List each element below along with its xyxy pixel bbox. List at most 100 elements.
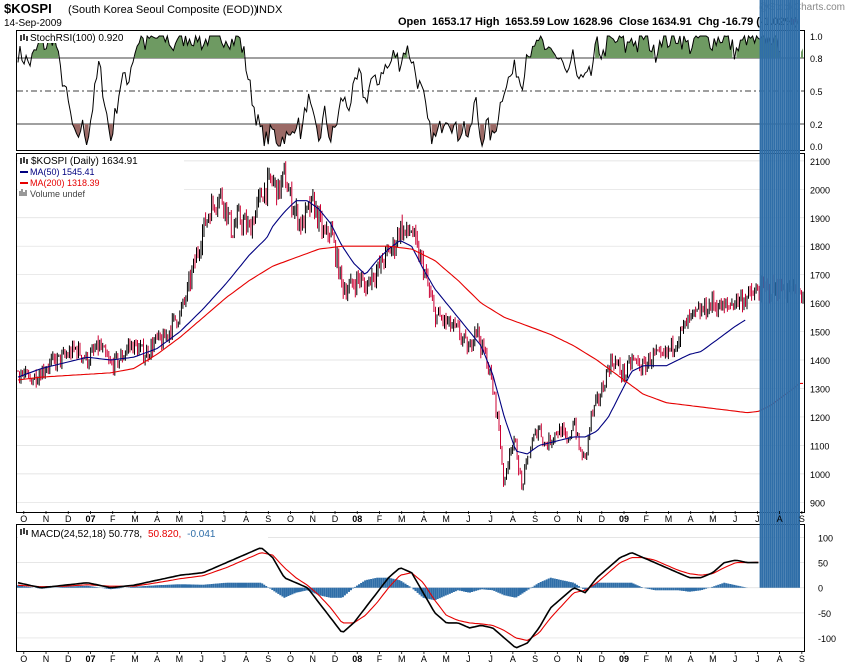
x-tick-label: A [421,654,427,664]
x-tick-label: N [576,514,583,524]
price-tick-label: 1300 [810,384,830,394]
x-tick-label: J [466,654,471,664]
x-tick-label: A [243,514,249,524]
x-tick-label: M [709,654,717,664]
x-tick-label: O [554,654,561,664]
x-tick-label: O [554,514,561,524]
x-tick-label: J [199,654,204,664]
x-tick-label: A [510,654,516,664]
macd-signal-value: 50.820, [148,529,181,540]
x-tick-label: S [265,654,271,664]
open-label: Open [398,16,426,28]
stoch-oversold-fill [449,124,454,134]
x-tick-label: N [43,654,50,664]
stoch-tick-label: 0.0 [810,142,823,152]
price-panel [16,153,805,513]
exchange: INDX [256,4,283,16]
x-tick-label: M [665,514,673,524]
price-tick-label: 1400 [810,356,830,366]
x-tick-label: J [222,654,227,664]
x-tick-label: A [510,514,516,524]
x-tick-label: S [532,654,538,664]
x-tick-label: M [131,654,139,664]
price-tick-label: 1600 [810,299,830,309]
macd-title: MACD(24,52,18) 50.778, 50.820, -0.041 [18,526,268,540]
x-tick-label: F [377,514,383,524]
x-tick-label: M [442,654,450,664]
x-tick-label: F [643,514,649,524]
x-tick-label: N [43,514,50,524]
chart-date: 14-Sep-2009 [4,18,62,29]
price-tick-label: 1800 [810,242,830,252]
price-legend: $KOSPI (Daily) 1634.91 MA(50) 1545.41 MA… [18,155,184,199]
x-tick-label: A [688,654,694,664]
ma200-line [17,245,803,414]
ohlc-readout: Open 1653.17 High 1653.59 Low 1628.96 Cl… [398,16,799,28]
x-tick-label: D [332,514,339,524]
x-tick-label: D [599,514,606,524]
x-tick-label: J [733,654,738,664]
stoch-overbought-fill [135,36,245,58]
x-tick-label: J [488,654,493,664]
x-tick-label: M [176,514,184,524]
macd-hist-value: -0.041 [187,529,216,540]
stoch-tick-label: 0.2 [810,120,823,130]
x-tick-label: A [688,514,694,524]
stochrsi-title-text: StochRSI(100) 0.920 [30,33,124,44]
x-tick-label: 07 [85,514,95,524]
symbol-description: (South Korea Seoul Composite (EOD)) [68,4,258,16]
close-label: Close [619,16,649,28]
x-tick-label: J [466,514,471,524]
x-tick-label: A [777,514,783,524]
x-tick-label: J [222,514,227,524]
close-value: 1634.91 [652,16,692,28]
price-tick-label: 1000 [810,470,830,480]
chg-label: Chg [698,16,719,28]
stoch-tick-label: 1.0 [810,32,823,42]
x-tick-label: M [442,514,450,524]
price-tick-label: 1700 [810,271,830,281]
macd-tick-label: -50 [818,609,831,619]
ma200-legend: MA(200) 1318.39 [30,178,100,188]
price-tick-label: 1200 [810,413,830,423]
stoch-overbought-fill [526,36,555,58]
stoch-overbought-fill [603,36,654,58]
high-label: High [475,16,500,28]
x-tick-label: 08 [352,514,362,524]
x-tick-label: M [398,514,406,524]
price-tick-label: 1500 [810,328,830,338]
x-tick-label: 07 [85,654,95,664]
x-tick-label: S [532,514,538,524]
x-tick-label: N [576,654,583,664]
x-tick-label: F [377,654,383,664]
x-tick-label: 08 [352,654,362,664]
stoch-oversold-fill [316,124,321,141]
price-tick-label: 1900 [810,214,830,224]
x-tick-label: 09 [619,654,629,664]
x-tick-label: O [287,654,294,664]
low-label: Low [547,16,569,28]
price-tick-label: 900 [810,498,825,508]
x-tick-label: F [643,654,649,664]
stoch-overbought-fill [800,48,803,58]
x-tick-label: J [199,514,204,524]
price-tick-label: 1100 [810,441,829,451]
x-tick-label: D [599,654,606,664]
macd-tick-label: 50 [818,559,828,569]
x-tick-label: F [110,514,116,524]
symbol: $KOSPI [4,1,52,16]
stochrsi-title: StochRSI(100) 0.920 [18,32,138,44]
stochrsi-line [17,34,782,148]
stoch-overbought-fill [32,36,59,58]
x-tick-label: M [176,654,184,664]
price-tick-label: 2000 [810,185,830,195]
x-tick-label: D [65,654,72,664]
bars-icon [20,34,28,41]
open-value: 1653.17 [432,16,472,28]
high-value: 1653.59 [505,16,545,28]
stoch-oversold-fill [465,124,471,137]
ma50-legend: MA(50) 1545.41 [30,167,95,177]
x-tick-label: N [310,514,317,524]
x-tick-label: D [65,514,72,524]
